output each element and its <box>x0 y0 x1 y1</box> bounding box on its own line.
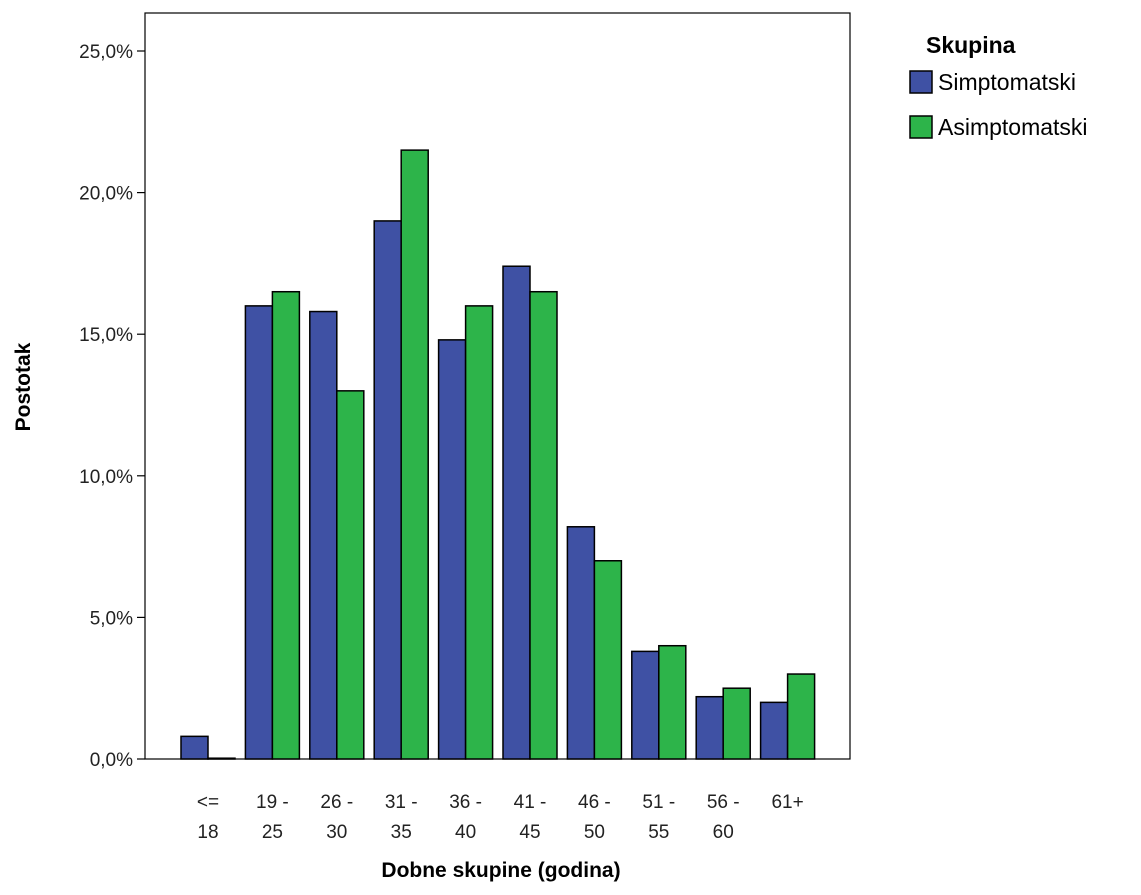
legend-title: Skupina <box>926 32 1016 58</box>
bar-asimptomatski-9 <box>786 673 816 760</box>
y-tick-label: 15,0% <box>79 325 133 346</box>
x-tick-label: 61+ <box>771 792 803 813</box>
bars <box>180 149 816 760</box>
legend-label-simptomatski: Simptomatski <box>938 69 1076 95</box>
x-tick-label: 40 <box>455 822 476 843</box>
bar-asimptomatski-0 <box>207 757 236 760</box>
bar-simptomatski-8 <box>695 695 724 760</box>
x-tick-label: 56 - <box>707 792 740 813</box>
legend: Skupina Simptomatski Asimptomatski <box>909 32 1088 140</box>
x-tick-label: 18 <box>197 822 218 843</box>
bar-simptomatski-4 <box>437 339 467 760</box>
plot-frame <box>144 12 851 760</box>
bar-simptomatski-6 <box>566 526 596 760</box>
y-tick-label: 0,0% <box>90 750 133 771</box>
legend-label-asimptomatski: Asimptomatski <box>938 114 1088 140</box>
bar-simptomatski-9 <box>759 701 789 760</box>
y-tick-label: 10,0% <box>79 467 133 488</box>
x-tick-label: 30 <box>326 822 347 843</box>
x-axis: <= 18 19 - 25 26 - 30 31 - 35 36 - 40 41 - 45 46 - 50… <box>197 792 804 843</box>
bar-simptomatski-1 <box>244 305 274 760</box>
bar-asimptomatski-2 <box>336 390 365 760</box>
x-tick-label: 55 <box>648 822 669 843</box>
y-axis-title: Postotak <box>12 342 35 431</box>
bar-simptomatski-7 <box>631 650 660 760</box>
bar-simptomatski-3 <box>373 220 402 760</box>
bar-asimptomatski-7 <box>658 644 687 760</box>
bar-simptomatski-0 <box>180 735 209 760</box>
x-tick-label: <= <box>197 792 219 813</box>
bar-asimptomatski-6 <box>593 560 623 760</box>
x-tick-label: 51 - <box>642 792 675 813</box>
legend-swatch-asimptomatski <box>909 115 933 139</box>
y-tick-label: 5,0% <box>90 608 133 629</box>
x-tick-label: 50 <box>584 822 605 843</box>
bar-simptomatski-5 <box>502 265 531 760</box>
plot-border <box>144 12 851 760</box>
x-tick-label: 26 - <box>320 792 353 813</box>
bar-asimptomatski-3 <box>400 149 429 760</box>
x-tick-label: 25 <box>262 822 283 843</box>
x-tick-label: 19 - <box>256 792 289 813</box>
bar-simptomatski-2 <box>309 310 338 760</box>
y-tick-label: 25,0% <box>79 42 133 63</box>
x-tick-label: 35 <box>391 822 412 843</box>
y-axis: 0,0% 5,0% 10,0% 15,0% 20,0% 25,0% <box>79 42 145 771</box>
bar-asimptomatski-5 <box>529 290 558 760</box>
x-tick-label: 45 <box>519 822 540 843</box>
x-tick-label: 46 - <box>578 792 611 813</box>
bar-asimptomatski-8 <box>722 687 751 760</box>
x-tick-label: 31 - <box>385 792 418 813</box>
x-tick-label: 60 <box>713 822 734 843</box>
y-tick-label: 20,0% <box>79 184 133 205</box>
bar-asimptomatski-4 <box>464 305 494 760</box>
bar-asimptomatski-1 <box>271 290 301 760</box>
legend-swatch-simptomatski <box>909 70 933 94</box>
x-axis-title: Dobne skupine (godina) <box>381 859 620 882</box>
x-tick-label: 36 - <box>449 792 482 813</box>
x-tick-label: 41 - <box>514 792 547 813</box>
